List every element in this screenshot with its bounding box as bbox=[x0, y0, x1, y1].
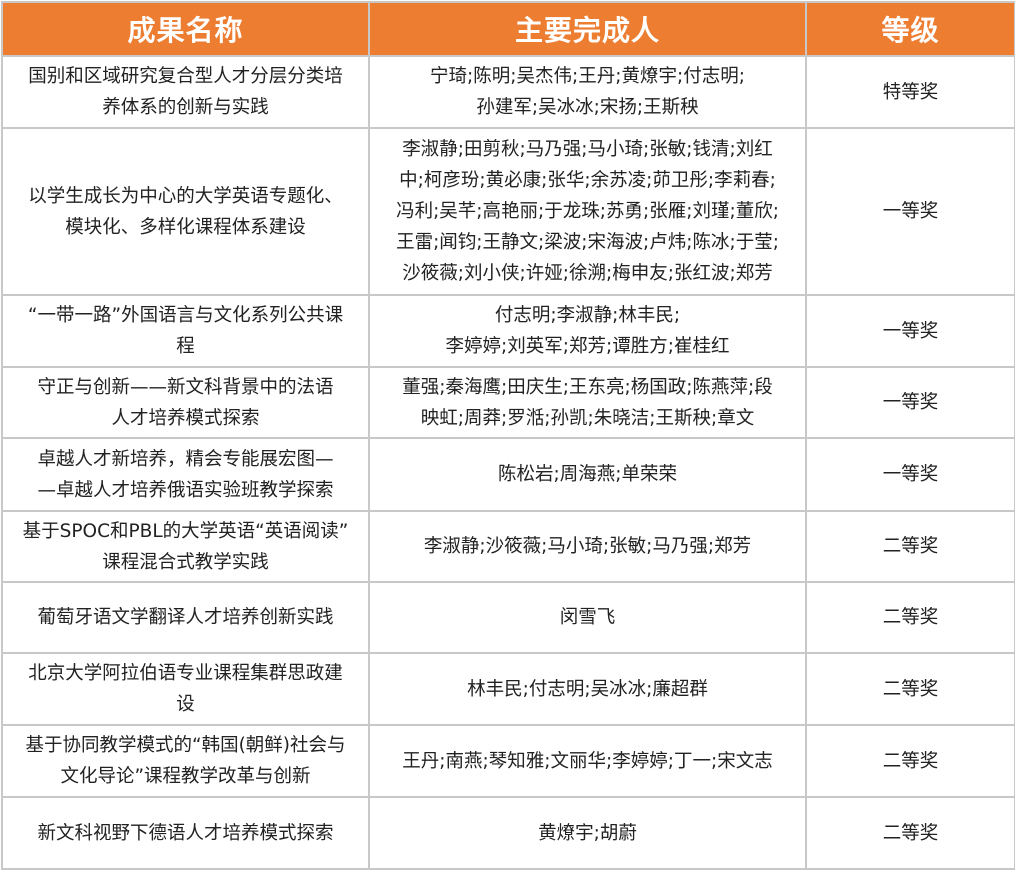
cell-level: 二等奖 bbox=[805, 581, 1015, 654]
cell-name: 基于协同教学模式的“韩国(朝鲜)社会与 文化导论”课程教学改革与创新 bbox=[1, 724, 370, 798]
cell-level: 二等奖 bbox=[805, 510, 1015, 583]
table-row: 北京大学阿拉伯语专业课程集群思政建 设林丰民;付志明;吴冰冰;廉超群 二等奖 bbox=[1, 652, 1015, 726]
cell-name: 守正与创新——新文科背景中的法语 人才培养模式探索 bbox=[1, 366, 370, 439]
cell-name: 国别和区域研究复合型人才分层分类培 养体系的创新与实践 bbox=[1, 55, 370, 129]
cell-people: 林丰民;付志明;吴冰冰;廉超群 bbox=[368, 652, 807, 726]
cell-people: 李淑静;田剪秋;马乃强;马小琦;张敏;钱清;刘红 中;柯彦玢;黄必康;张华;余苏… bbox=[368, 127, 807, 296]
cell-level: 一等奖 bbox=[805, 437, 1015, 512]
cell-level: 二等奖 bbox=[805, 724, 1015, 798]
cell-people: 宁琦;陈明;吴杰伟;王丹;黄燎宇;付志明; 孙建军;吴冰冰;宋扬;王斯秧 bbox=[368, 55, 807, 129]
cell-name: 卓越人才新培养，精会专能展宏图— —卓越人才培养俄语实验班教学探索 bbox=[1, 437, 370, 512]
header-name: 成果名称 bbox=[1, 1, 370, 57]
header-row: 成果名称 主要完成人 等级 bbox=[1, 1, 1015, 57]
table-row: 守正与创新——新文科背景中的法语 人才培养模式探索 董强;秦海鹰;田庆生;王东亮;… bbox=[1, 366, 1015, 439]
table-row: “一带一路”外国语言与文化系列公共课 程付志明;李淑静;林丰民; 李婷婷;刘英军… bbox=[1, 294, 1015, 368]
table-row: 基于SPOC和PBL的大学英语“英语阅读” 课程混合式教学实践 李淑静;沙筱薇;马… bbox=[1, 510, 1015, 583]
cell-level: 一等奖 bbox=[805, 294, 1015, 368]
cell-name: 葡萄牙语文学翻译人才培养创新实践 bbox=[1, 581, 370, 654]
cell-people: 闵雪飞 bbox=[368, 581, 807, 654]
cell-name: 新文科视野下德语人才培养模式探索 bbox=[1, 796, 370, 870]
cell-name: 基于SPOC和PBL的大学英语“英语阅读” 课程混合式教学实践 bbox=[1, 510, 370, 583]
table-row: 葡萄牙语文学翻译人才培养创新实践 闵雪飞 二等奖 bbox=[1, 581, 1015, 654]
cell-people: 王丹;南燕;琴知雅;文丽华;李婷婷;丁一;宋文志 bbox=[368, 724, 807, 798]
cell-people: 李淑静;沙筱薇;马小琦;张敏;马乃强;郑芳 bbox=[368, 510, 807, 583]
cell-level: 一等奖 bbox=[805, 127, 1015, 296]
cell-name: 以学生成长为中心的大学英语专题化、 模块化、多样化课程体系建设 bbox=[1, 127, 370, 296]
cell-level: 一等奖 bbox=[805, 366, 1015, 439]
cell-level: 特等奖 bbox=[805, 55, 1015, 129]
header-level: 等级 bbox=[805, 1, 1015, 57]
table-row: 基于协同教学模式的“韩国(朝鲜)社会与 文化导论”课程教学改革与创新 王丹;南燕;… bbox=[1, 724, 1015, 798]
cell-name: 北京大学阿拉伯语专业课程集群思政建 设 bbox=[1, 652, 370, 726]
cell-name: “一带一路”外国语言与文化系列公共课 程 bbox=[1, 294, 370, 368]
table-row: 卓越人才新培养，精会专能展宏图— —卓越人才培养俄语实验班教学探索 陈松岩;周海燕… bbox=[1, 437, 1015, 512]
table-row: 以学生成长为中心的大学英语专题化、 模块化、多样化课程体系建设 李淑静;田剪秋;马… bbox=[1, 127, 1015, 296]
cell-people: 付志明;李淑静;林丰民; 李婷婷;刘英军;郑芳;谭胜方;崔桂红 bbox=[368, 294, 807, 368]
header-people: 主要完成人 bbox=[368, 1, 807, 57]
cell-level: 二等奖 bbox=[805, 796, 1015, 870]
cell-people: 黄燎宇;胡蔚 bbox=[368, 796, 807, 870]
cell-people: 董强;秦海鹰;田庆生;王东亮;杨国政;陈燕萍;段 映虹;周莽;罗湉;孙凯;朱晓洁… bbox=[368, 366, 807, 439]
table-row: 国别和区域研究复合型人才分层分类培 养体系的创新与实践 宁琦;陈明;吴杰伟;王丹;… bbox=[1, 55, 1015, 129]
table-row: 新文科视野下德语人才培养模式探索 黄燎宇;胡蔚 二等奖 bbox=[1, 796, 1015, 870]
cell-people: 陈松岩;周海燕;单荣荣 bbox=[368, 437, 807, 512]
cell-level: 二等奖 bbox=[805, 652, 1015, 726]
